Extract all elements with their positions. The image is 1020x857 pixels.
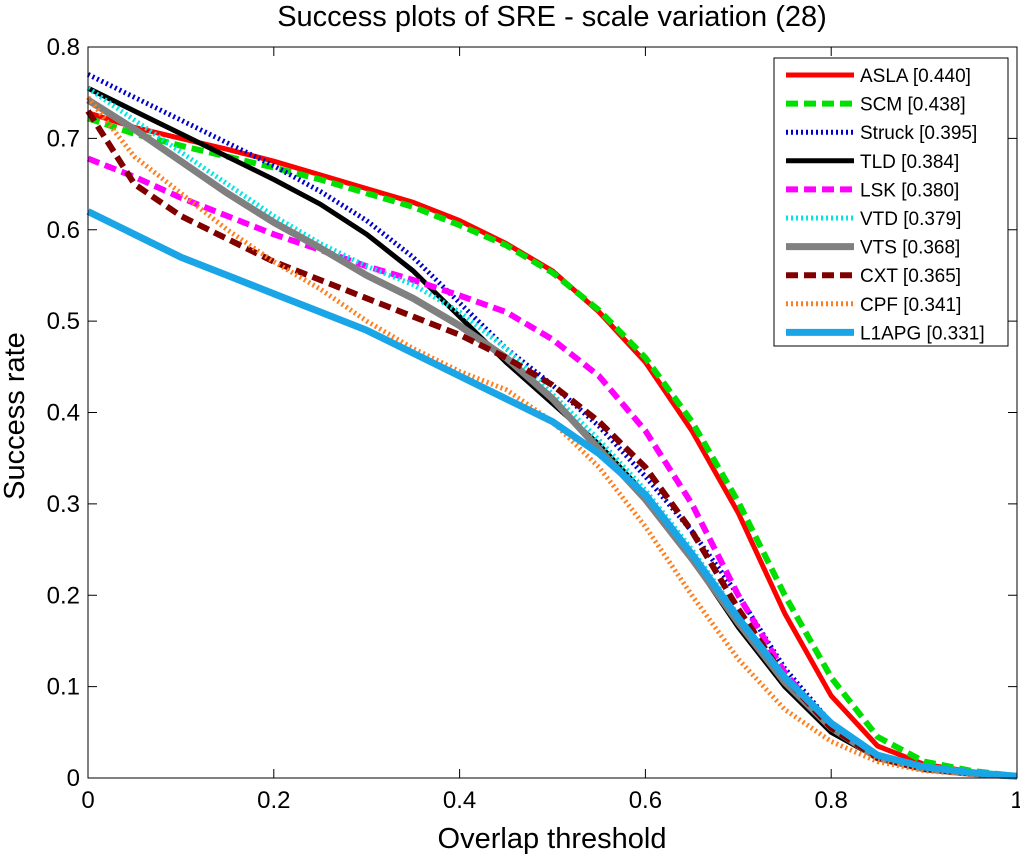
legend-label-6: VTD [0.379] <box>860 209 961 230</box>
legend-label-10: L1APG [0.331] <box>860 323 985 344</box>
x-tick-label: 0.2 <box>257 787 290 814</box>
legend-label-2: SCM [0.438] <box>860 95 966 116</box>
y-tick-label: 0.5 <box>47 308 80 335</box>
x-tick-label: 0.6 <box>629 787 662 814</box>
y-tick-label: 0.2 <box>47 582 80 609</box>
y-tick-label: 0.4 <box>47 400 80 427</box>
y-tick-label: 0.1 <box>47 674 80 701</box>
chart-title: Success plots of SRE - scale variation (… <box>277 1 827 33</box>
legend-label-3: Struck [0.395] <box>860 123 977 144</box>
y-tick-label: 0.3 <box>47 491 80 518</box>
legend-label-5: LSK [0.380] <box>860 180 959 201</box>
legend-label-4: TLD [0.384] <box>860 152 959 173</box>
x-axis-title: Overlap threshold <box>438 823 667 855</box>
y-tick-label: 0 <box>67 765 80 792</box>
plot-area <box>85 72 1018 780</box>
y-tick-label: 0.7 <box>47 125 80 152</box>
y-axis-title: Success rate <box>0 332 31 500</box>
series-line-2 <box>87 115 1018 780</box>
axes: 0 0.2 0.4 0.6 0.8 1 0 0.1 0.2 0.3 0.4 0.5 0.6 0.7 0.8 <box>47 34 1020 814</box>
y-tick-label: 0.8 <box>47 34 80 61</box>
x-tick-label: 0.8 <box>815 787 848 814</box>
legend-label-8: CXT [0.365] <box>860 266 961 287</box>
legend: ASLA [0.440] SCM [0.438] Struck [0.395] TLD… <box>773 57 1009 347</box>
legend-box <box>773 57 1009 347</box>
series-line-10 <box>86 208 1018 780</box>
legend-label-9: CPF [0.341] <box>860 295 961 316</box>
x-tick-label: 0 <box>81 787 94 814</box>
x-tick-label: 1 <box>1010 787 1020 814</box>
legend-label-7: VTS [0.368] <box>860 238 960 259</box>
x-tick-label: 0.4 <box>443 787 476 814</box>
legend-label-1: ASLA [0.440] <box>860 66 971 87</box>
y-tick-label: 0.6 <box>47 217 80 244</box>
